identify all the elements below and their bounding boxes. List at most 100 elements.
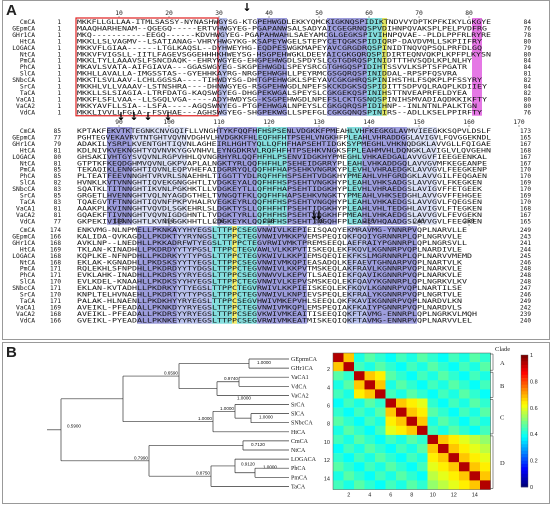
heatmap-cell	[396, 389, 407, 399]
colorbar-segment	[521, 470, 528, 475]
heatmap-cell	[459, 380, 470, 390]
sequence-start: 1	[57, 77, 61, 84]
sequence-residues: GTPTKFKEQDGHMVQVNLGKPVAPLALNGKTYRLQQFHFH…	[77, 160, 487, 167]
sequence-end: 249	[520, 227, 531, 234]
alignment-block: 10 20 30 40 50 60 70 80 CmCA 1 MKKFLLGLLAA-ITMLSAS…	[12, 10, 532, 117]
heatmap-cell	[406, 453, 418, 463]
sequence-start: 1	[57, 58, 61, 65]
heatmap-cell	[354, 444, 365, 454]
heatmap-cell	[480, 462, 491, 472]
heatmap-cell	[364, 480, 376, 490]
conserved-column	[472, 18, 482, 116]
ruler-label: 220	[313, 218, 325, 225]
sequence-end: 170	[520, 186, 531, 193]
heatmap-cell	[406, 471, 418, 481]
heatmap-cell	[385, 471, 397, 481]
sequence-start: 174	[50, 227, 61, 234]
sequence-start: 1	[57, 51, 61, 58]
sequence-end: 240	[520, 317, 531, 324]
sequence-end: 167	[520, 212, 531, 219]
sequence-residues: EVKLAHK-INADHLLPKDRSYYRYEGSLTTPPCSEGVNWV…	[77, 272, 462, 279]
bootstrap-value: 0.5900	[67, 423, 81, 428]
sequence-name: SNbcCA	[12, 77, 35, 84]
sequence-residues: ENKVMG-NLNPMELLPKNKAYYHYEGSLTTPPCSEGVNWI…	[77, 227, 467, 234]
sequence-end: 243	[520, 233, 531, 240]
heatmap-cell	[459, 425, 470, 436]
bootstrap-value: 0.7990	[134, 455, 148, 460]
heatmap-cell	[385, 362, 397, 372]
sequence-residues: MAAQHARHENAM--QGEGQ-----ERTVHWGYEG-PGAPA…	[77, 25, 487, 32]
heatmap-cell	[448, 453, 460, 463]
heatmap-cell	[417, 416, 428, 426]
ruler-label: 160	[463, 119, 475, 126]
heatmap-cell	[343, 371, 355, 381]
heatmap-cell	[343, 362, 355, 372]
sequence-residues: MKKHLVLLVAAAV-LSTNSHRA----DHNWGYEG-RSGPE…	[77, 84, 487, 91]
sequence-alignment: 10 20 30 40 50 60 70 80 CmCA 1 MKKFLLGLLAA-ITMLSAS…	[12, 1, 532, 324]
heatmap-cell	[480, 471, 491, 481]
heatmap-cell	[385, 389, 397, 399]
heatmap-cell	[427, 416, 439, 426]
heatmap-cell	[427, 380, 439, 390]
sequence-end: 84	[524, 58, 532, 65]
heatmap-cell	[396, 353, 407, 363]
colorbar-tick: 0.2	[530, 459, 538, 465]
sequence-end: 244	[520, 246, 531, 253]
heatmap-cell	[375, 389, 386, 399]
ruler-label: 200	[213, 218, 225, 225]
ruler-label: 230	[363, 218, 375, 225]
heatmap-cell	[448, 480, 460, 490]
colorbar-segment	[521, 437, 528, 442]
sequence-start: 1	[57, 38, 61, 45]
colorbar-frame	[520, 354, 529, 488]
ruler: 180 190 200 210 220 230 240 250	[113, 218, 475, 226]
clade-label: A	[500, 360, 505, 367]
heatmap-cell	[385, 480, 397, 490]
sequence-residues: GVEIKL-PYEADALLPKNKEYYRYEGSLTTPPCSEGVRWI…	[77, 317, 472, 324]
colorbar-segment	[521, 368, 528, 372]
sequence-name: PmCA	[20, 266, 35, 273]
heatmap-cell	[354, 371, 365, 381]
heatmap-cell	[459, 462, 470, 472]
bootstrap-value: 0.9120	[241, 461, 255, 466]
sequence-start: 85	[54, 173, 62, 180]
heatmap-cell	[417, 434, 428, 445]
heatmap-cell	[469, 380, 481, 390]
sequence-residues: MKKLIVVLLFGLA--FSVHAE---AGHSWGYEG-SHGPEK…	[77, 109, 482, 116]
heatmap-cell	[427, 353, 439, 363]
taxon-label: TaCA	[291, 484, 306, 490]
ruler-label: 250	[463, 218, 475, 225]
heatmap-cell	[469, 453, 481, 463]
conserved-column	[347, 127, 362, 225]
heatmap-cell	[448, 380, 460, 390]
sequence-residues: EKLAK-KGNADHLLPKDSKSYYTYEGSLTTPPCSEGVNWI…	[77, 259, 462, 266]
sequence-name: LOGACA	[12, 154, 35, 161]
heatmap-cell	[438, 362, 449, 372]
heatmap-cell	[459, 398, 470, 408]
sequence-start: 85	[54, 167, 62, 174]
heatmap-cell	[480, 453, 491, 463]
colorbar-segment	[521, 355, 528, 359]
conserved-column	[257, 127, 287, 225]
heatmap-cell	[364, 398, 376, 408]
colorbar-segment	[521, 444, 528, 448]
heatmap-cell	[438, 444, 449, 454]
heatmap-x-tick: 14	[472, 493, 478, 499]
heatmap-cell	[459, 353, 470, 363]
heatmap-cell	[438, 462, 449, 472]
colorbar-tick: 0.6	[530, 406, 538, 412]
conserved-column	[232, 226, 237, 324]
sequence-start: 85	[54, 193, 62, 200]
heatmap-cell	[469, 389, 481, 399]
heatmap-cell	[396, 425, 407, 436]
heatmap-cell	[448, 416, 460, 426]
sequence-residues: PALAK-HLNAENLLPKDKHYYRYEGSLTTPPCSEGVHWIV…	[77, 298, 462, 305]
sequence-start: 170	[50, 279, 61, 286]
ruler-label: 90	[115, 119, 123, 126]
heatmap-cell	[343, 398, 355, 408]
ruler-label: 10	[115, 10, 123, 17]
sequence-start: 1	[57, 19, 61, 26]
sequence-end: 170	[520, 167, 531, 174]
heatmap-cell	[469, 434, 481, 445]
alignment-block: 90 100 110 120 130 140 150 160 170 CmCA 85 KPTAKFEK…	[12, 119, 531, 225]
